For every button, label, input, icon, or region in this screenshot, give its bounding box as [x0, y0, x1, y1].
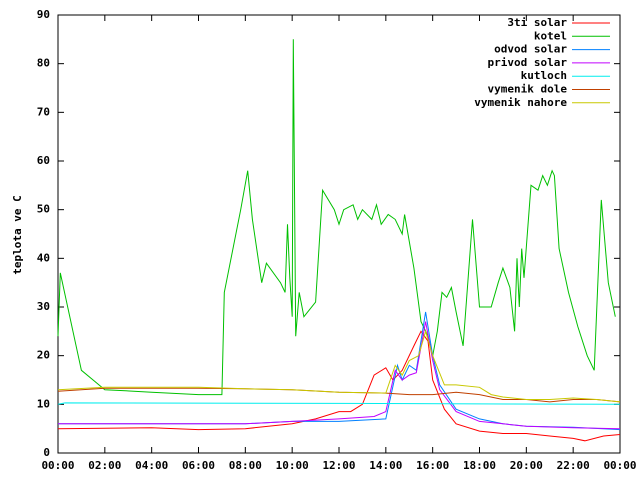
legend-label: kotel — [534, 29, 567, 42]
x-tick-label: 14:00 — [369, 459, 402, 472]
series-line — [57, 39, 616, 396]
x-tick-label: 10:00 — [276, 459, 309, 472]
series-line — [58, 321, 621, 430]
y-tick-label: 90 — [37, 8, 50, 21]
y-tick-label: 50 — [37, 203, 50, 216]
y-tick-label: 10 — [37, 397, 50, 410]
y-tick-label: 30 — [37, 300, 50, 313]
y-tick-label: 80 — [37, 57, 50, 70]
y-tick-label: 40 — [37, 251, 50, 264]
legend-label: odvod solar — [494, 43, 567, 56]
x-tick-label: 02:00 — [88, 459, 121, 472]
legend-label: vymenik dole — [488, 83, 568, 96]
y-tick-label: 20 — [37, 349, 50, 362]
legend-label: 3ti solar — [507, 16, 567, 29]
series-line — [57, 330, 621, 442]
y-tick-label: 0 — [43, 446, 50, 459]
series-line — [57, 402, 621, 405]
y-tick-label: 70 — [37, 105, 50, 118]
x-tick-label: 00:00 — [41, 459, 74, 472]
y-tick-label: 60 — [37, 154, 50, 167]
x-tick-label: 00:00 — [603, 459, 636, 472]
series-line — [57, 329, 621, 403]
x-tick-label: 06:00 — [182, 459, 215, 472]
legend-label: privod solar — [488, 56, 568, 69]
y-axis-label: teplota ve C — [11, 195, 24, 274]
x-tick-label: 22:00 — [557, 459, 590, 472]
legend-label: kutloch — [521, 69, 567, 82]
x-tick-label: 16:00 — [416, 459, 449, 472]
x-tick-label: 20:00 — [510, 459, 543, 472]
x-tick-label: 08:00 — [229, 459, 262, 472]
legend-label: vymenik nahore — [474, 96, 567, 109]
x-tick-label: 12:00 — [322, 459, 355, 472]
x-tick-label: 04:00 — [135, 459, 168, 472]
x-tick-label: 18:00 — [463, 459, 496, 472]
